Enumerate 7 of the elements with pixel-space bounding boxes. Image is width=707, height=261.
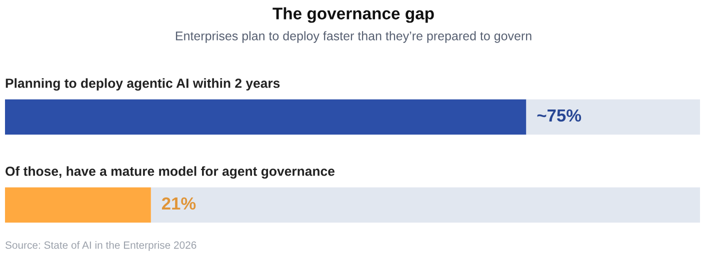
y-tick-label: Of those, have a mature model for agent governance bbox=[6, 166, 334, 179]
chart-subtitle: Enterprises plan to deploy faster than they’re prepared to govern bbox=[176, 31, 532, 43]
data-label: ~75% bbox=[537, 109, 582, 122]
y-tick-label: Planning to deploy agentic AI within 2 years bbox=[6, 78, 280, 91]
source-note: Source: State of AI in the Enterprise 2026 bbox=[5, 241, 196, 251]
chart-title: The governance gap bbox=[272, 7, 434, 23]
data-label: 21% bbox=[162, 197, 196, 210]
